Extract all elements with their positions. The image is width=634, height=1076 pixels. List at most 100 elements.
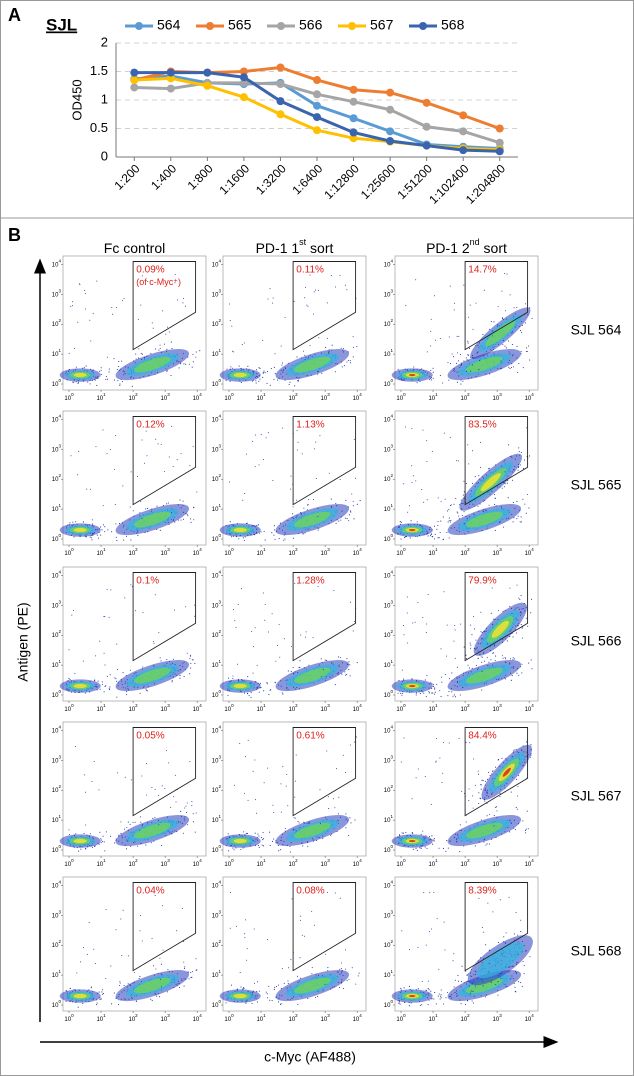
event-dot (146, 455, 147, 456)
data-point (459, 111, 467, 119)
tick-exp: 1 (435, 547, 438, 552)
y-tick-label: 100 (384, 533, 394, 542)
event-dot (232, 675, 233, 676)
event-dot (96, 1004, 97, 1005)
event-dot (251, 1003, 252, 1004)
event-dot (175, 775, 176, 776)
event-dot (78, 1007, 79, 1008)
data-point (496, 125, 504, 133)
event-dot (475, 476, 476, 477)
event-dot (461, 791, 462, 792)
event-dot (124, 829, 125, 830)
event-dot (110, 966, 111, 967)
event-dot (92, 524, 93, 525)
event-dot (101, 840, 102, 841)
event-dot (487, 815, 488, 816)
event-dot (140, 915, 141, 916)
event-dot (354, 741, 355, 742)
event-dot (282, 692, 283, 693)
event-dot (416, 848, 417, 849)
tick-exp: 0 (218, 378, 221, 383)
x-tick-label: 104 (193, 392, 203, 401)
event-dot (473, 759, 474, 760)
event-dot (466, 483, 467, 484)
y-tick-label: 100 (212, 378, 222, 387)
event-dot (115, 504, 116, 505)
event-dot (356, 346, 357, 347)
event-dot (530, 757, 531, 758)
event-dot (269, 1000, 270, 1001)
event-dot (255, 833, 256, 834)
event-dot (268, 432, 269, 433)
event-dot (104, 841, 105, 842)
event-dot (80, 961, 81, 962)
y-tick-label: 100 (384, 378, 394, 387)
data-point (459, 127, 467, 135)
event-dot (418, 769, 419, 770)
x-tick-label: 101 (428, 547, 438, 556)
event-dot (233, 351, 234, 352)
event-dot (90, 537, 91, 538)
tick-exp: 4 (390, 570, 393, 575)
event-dot (104, 850, 105, 851)
event-dot (402, 693, 403, 694)
event-dot (467, 518, 468, 519)
event-dot (517, 809, 518, 810)
event-dot (356, 736, 357, 737)
event-dot (275, 353, 276, 354)
event-dot (519, 451, 520, 452)
event-dot (523, 468, 524, 469)
tick-exp: 1 (103, 858, 106, 863)
event-dot (468, 317, 469, 318)
tick-exp: 4 (531, 547, 534, 552)
event-dot (236, 627, 237, 628)
event-dot (286, 774, 287, 775)
row-label: SJL 566 (571, 633, 622, 649)
data-point (313, 102, 321, 110)
tick-exp: 3 (390, 600, 393, 605)
tick-exp: 2 (135, 392, 138, 397)
tick-exp: 0 (390, 689, 393, 694)
event-dot (404, 537, 405, 538)
event-dot (284, 538, 285, 539)
event-dot (193, 821, 194, 822)
event-dot (247, 833, 248, 834)
event-dot (80, 849, 81, 850)
tick-exp: 2 (58, 473, 61, 478)
gate-percent: 14.7% (468, 265, 496, 276)
event-dot (118, 366, 119, 367)
event-dot (282, 766, 283, 767)
event-dot (194, 616, 195, 617)
event-dot (482, 671, 483, 672)
event-dot (419, 847, 420, 848)
event-dot (117, 380, 118, 381)
event-dot (140, 822, 141, 823)
event-dot (505, 657, 506, 658)
tick-exp: 3 (167, 392, 170, 397)
gate-percent: 0.05% (136, 731, 164, 742)
event-dot (492, 771, 493, 772)
event-dot (338, 797, 339, 798)
event-dot (336, 768, 337, 769)
event-dot (181, 453, 182, 454)
data-point (496, 139, 504, 147)
event-dot (439, 757, 440, 758)
tick-exp: 4 (58, 725, 61, 730)
event-dot (501, 758, 502, 759)
x-tick-label: 102 (128, 858, 138, 867)
event-dot (516, 807, 517, 808)
event-dot (266, 383, 267, 384)
event-dot (86, 536, 87, 537)
event-dot (460, 354, 461, 355)
event-dot (521, 521, 522, 522)
event-dot (489, 468, 490, 469)
y-tick-label: 104 (384, 259, 394, 268)
event-dot (511, 613, 512, 614)
event-dot (431, 379, 432, 380)
event-dot (478, 369, 479, 370)
event-dot (315, 997, 316, 998)
event-dot (263, 371, 264, 372)
event-dot (448, 848, 449, 849)
event-dot (99, 999, 100, 1000)
tick-exp: 4 (58, 414, 61, 419)
